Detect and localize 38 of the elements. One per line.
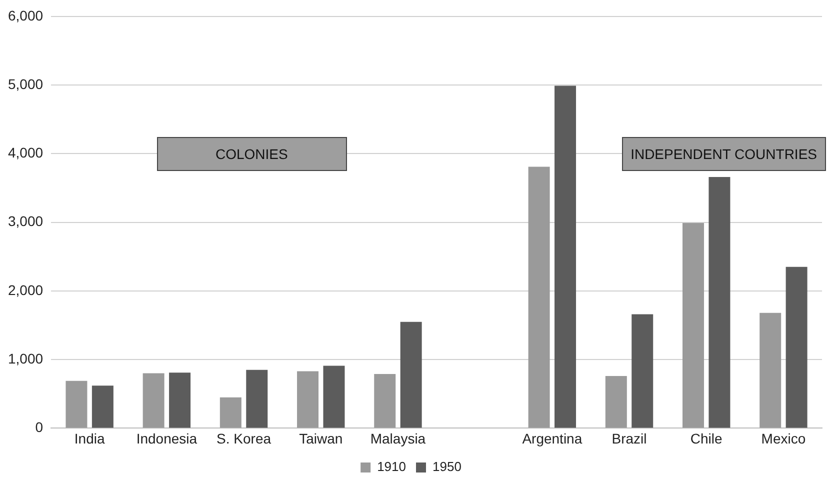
y-tick-label: 5,000 xyxy=(8,76,44,92)
y-tick-label: 4,000 xyxy=(8,144,44,161)
x-tick-label: Argentina xyxy=(522,430,582,446)
x-tick-label: Chile xyxy=(690,430,723,446)
bar xyxy=(682,222,704,428)
y-tick-label: 2,000 xyxy=(8,282,44,298)
y-tick-label: 6,000 xyxy=(8,7,44,24)
x-tick-label: Indonesia xyxy=(136,430,198,446)
bar xyxy=(142,373,164,428)
bar xyxy=(528,166,550,428)
bar xyxy=(169,372,191,428)
bar xyxy=(92,386,114,428)
label-box: INDEPENDENT COUNTRIES xyxy=(622,137,826,172)
legend-label: 1950 xyxy=(432,459,462,474)
x-tick-label: Mexico xyxy=(761,430,806,446)
bar xyxy=(297,371,319,428)
bar xyxy=(786,266,808,428)
bar xyxy=(323,366,345,428)
x-tick-label: Malaysia xyxy=(370,430,426,446)
bar xyxy=(400,322,422,428)
bar xyxy=(760,312,782,428)
bar xyxy=(66,380,88,428)
bar xyxy=(632,314,654,428)
x-tick-label: Taiwan xyxy=(299,430,343,446)
bar xyxy=(246,370,268,428)
bar xyxy=(220,397,242,428)
bar xyxy=(605,376,627,428)
x-tick-label: Brazil xyxy=(612,430,647,446)
label-box: COLONIES xyxy=(156,137,347,172)
legend-label: 1910 xyxy=(377,459,406,474)
bar xyxy=(554,86,576,428)
y-tick-label: 0 xyxy=(35,419,44,436)
y-tick-label: 1,000 xyxy=(8,350,44,366)
bar xyxy=(374,374,396,428)
x-tick-label: India xyxy=(74,430,105,446)
bar xyxy=(708,177,730,428)
x-tick-label: S. Korea xyxy=(216,430,272,446)
y-tick-label: 3,000 xyxy=(8,213,44,230)
